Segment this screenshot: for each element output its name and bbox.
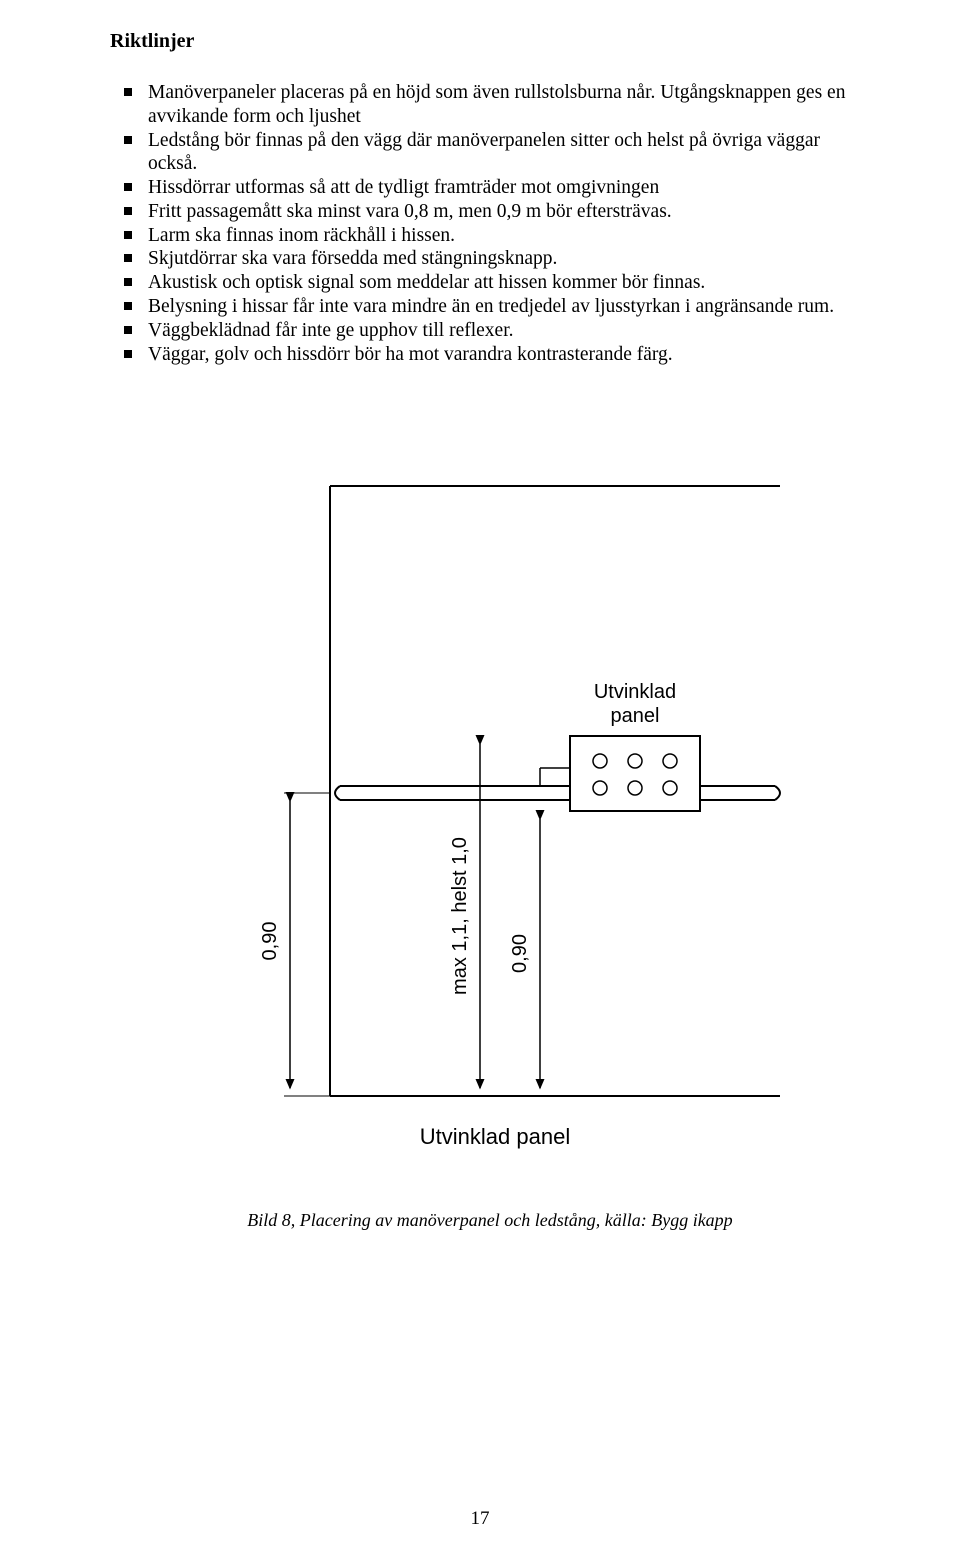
svg-text:Utvinklad panel: Utvinklad panel <box>420 1124 570 1149</box>
svg-text:max 1,1, helst 1,0: max 1,1, helst 1,0 <box>449 837 471 995</box>
svg-text:panel: panel <box>611 705 660 727</box>
guidelines-list: Manöverpaneler placeras på en höjd som ä… <box>110 81 870 366</box>
list-item: Ledstång bör finnas på den vägg där manö… <box>148 129 870 177</box>
panel-diagram: Utvinkladpanel 0,90 max 1,1, helst 1,0 0,90… <box>190 476 790 1196</box>
figure-caption: Bild 8, Placering av manöverpanel och le… <box>190 1210 790 1231</box>
list-item: Manöverpaneler placeras på en höjd som ä… <box>148 81 870 129</box>
list-item: Akustisk och optisk signal som meddelar … <box>148 271 870 295</box>
svg-text:0,90: 0,90 <box>509 934 531 973</box>
list-item: Hissdörrar utformas så att de tydligt fr… <box>148 176 870 200</box>
svg-text:0,90: 0,90 <box>259 922 281 961</box>
page-number: 17 <box>0 1508 960 1530</box>
list-item: Larm ska finnas inom räckhåll i hissen. <box>148 224 870 248</box>
diagram-container: Utvinkladpanel 0,90 max 1,1, helst 1,0 0,90… <box>190 476 790 1231</box>
svg-text:Utvinklad: Utvinklad <box>594 681 676 703</box>
list-item: Skjutdörrar ska vara försedda med stängn… <box>148 247 870 271</box>
list-item: Fritt passagemått ska minst vara 0,8 m, … <box>148 200 870 224</box>
list-item: Väggbeklädnad får inte ge upphov till re… <box>148 319 870 343</box>
list-item: Väggar, golv och hissdörr bör ha mot var… <box>148 343 870 367</box>
list-item: Belysning i hissar får inte vara mindre … <box>148 295 870 319</box>
section-heading: Riktlinjer <box>110 30 870 53</box>
